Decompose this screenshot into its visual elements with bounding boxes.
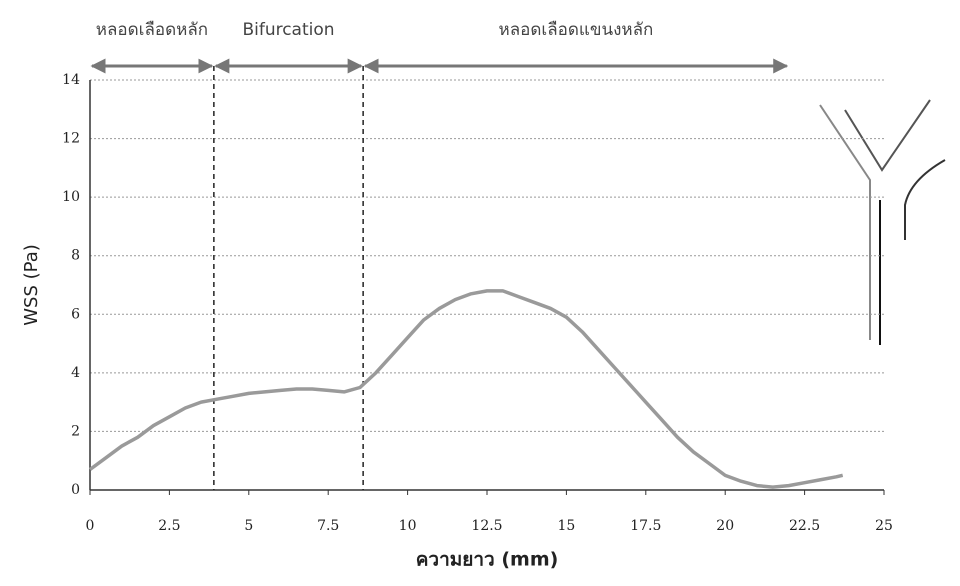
y-tick-label: 0 bbox=[71, 482, 80, 498]
y-tick-label: 6 bbox=[71, 306, 80, 322]
x-tick-label: 17.5 bbox=[630, 518, 661, 534]
x-tick-label: 15 bbox=[557, 518, 575, 534]
y-axis-label: WSS (Pa) bbox=[21, 244, 42, 326]
x-tick-label: 22.5 bbox=[789, 518, 820, 534]
x-tick-label: 2.5 bbox=[158, 518, 180, 534]
x-tick-label: 0 bbox=[86, 518, 95, 534]
data-line bbox=[88, 289, 844, 489]
region-label: หลอดเลือดแขนงหลัก bbox=[499, 20, 654, 40]
x-axis-label: ความยาว (mm) bbox=[416, 549, 559, 571]
region-label: Bifurcation bbox=[242, 20, 334, 40]
x-tick-label: 5 bbox=[244, 518, 253, 534]
y-tick-label: 14 bbox=[62, 72, 80, 88]
region-label: หลอดเลือดหลัก bbox=[96, 20, 208, 40]
vessel-diagram bbox=[819, 99, 946, 345]
x-tick-label: 25 bbox=[875, 518, 893, 534]
x-tick-label: 10 bbox=[399, 518, 417, 534]
x-tick-label: 7.5 bbox=[317, 518, 339, 534]
y-tick-label: 12 bbox=[62, 131, 80, 147]
y-tick-label: 2 bbox=[71, 423, 80, 439]
y-tick-label: 8 bbox=[71, 248, 80, 264]
x-tick-label: 12.5 bbox=[471, 518, 502, 534]
x-tick-label: 20 bbox=[716, 518, 734, 534]
y-tick-label: 4 bbox=[71, 365, 80, 381]
y-tick-label: 10 bbox=[62, 189, 80, 205]
